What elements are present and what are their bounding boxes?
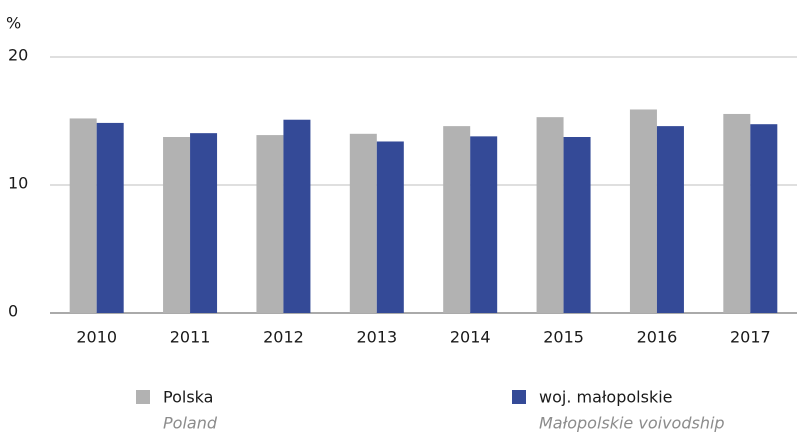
legend-label-en: Poland [163,414,218,433]
bar [443,126,471,314]
bar [256,135,284,313]
legend-label-en: Małopolskie voivodship [539,414,725,433]
bar [656,126,684,314]
bar [349,133,377,313]
legend-label: Polska [163,388,213,407]
x-tick-label: 2012 [263,328,304,347]
legend-label: woj. małopolskie [539,388,673,407]
bar [723,113,751,314]
x-tick-label: 2014 [450,328,491,347]
bar [376,141,404,313]
bar [536,117,564,313]
bar [563,137,591,313]
y-tick-label: 10 [8,174,28,193]
x-tick-label: 2013 [356,328,397,347]
bar [470,136,498,313]
x-tick-label: 2010 [76,328,117,347]
bar [69,118,97,313]
bar [96,122,124,313]
legend-swatch [136,390,150,404]
bar [190,133,218,313]
x-tick-label: 2017 [730,328,771,347]
y-tick-label: 20 [8,46,28,65]
bar [750,124,778,313]
y-tick-label: 0 [8,302,18,321]
legend-swatch [512,390,526,404]
y-axis-label: % [6,14,21,33]
bar [629,109,657,313]
x-tick-label: 2011 [170,328,211,347]
bar [163,137,191,313]
x-tick-label: 2016 [637,328,678,347]
x-tick-label: 2015 [543,328,584,347]
bar [283,119,311,313]
